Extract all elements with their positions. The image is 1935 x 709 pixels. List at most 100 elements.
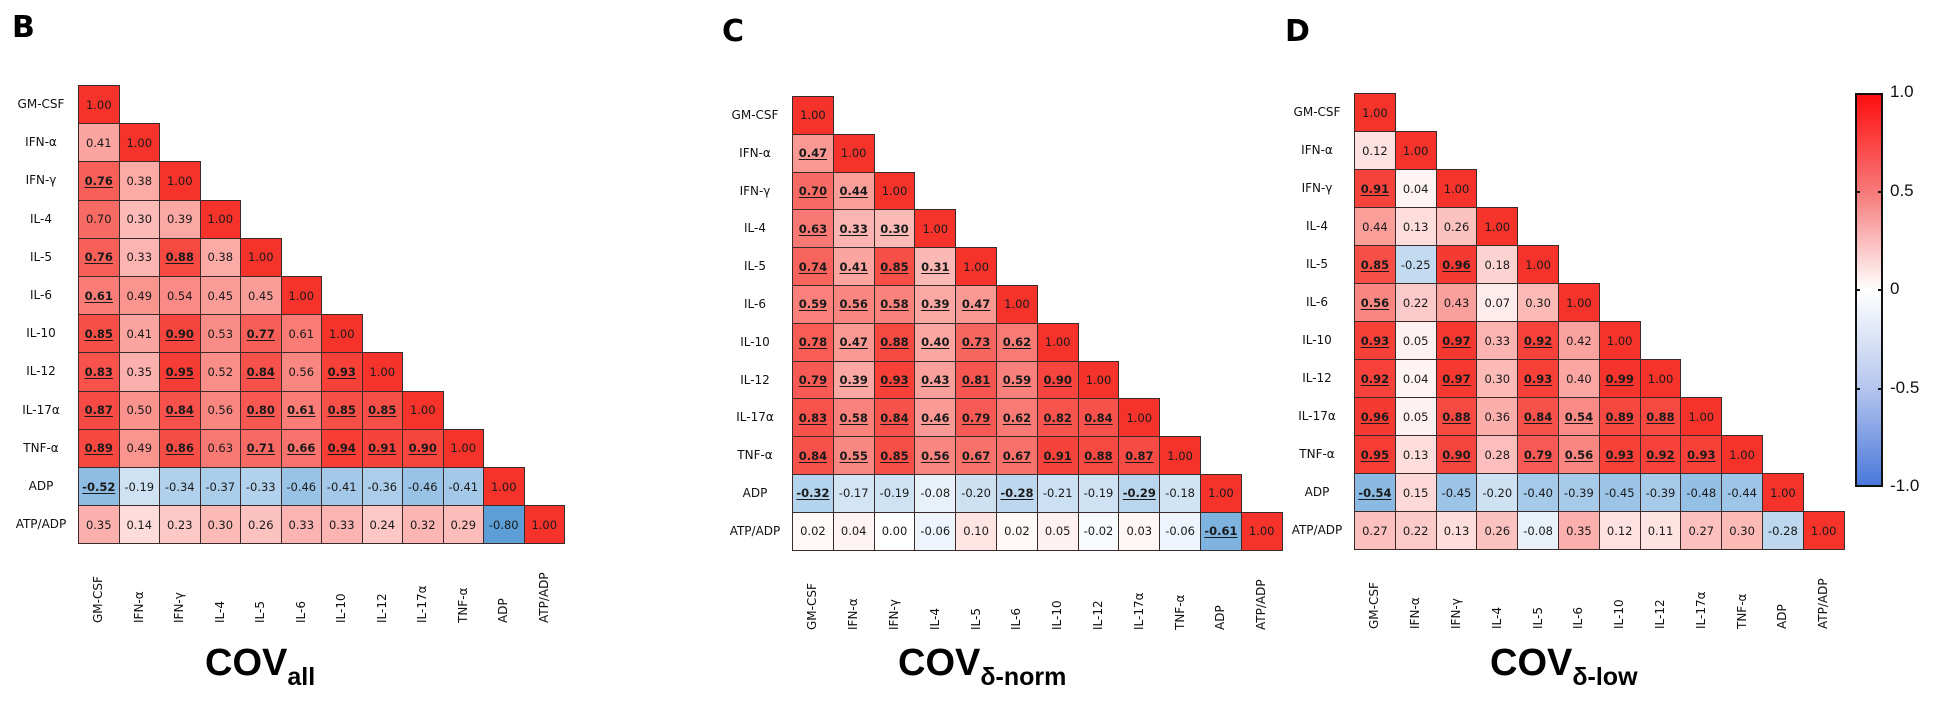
heatmap-cell: 1.00	[1476, 207, 1519, 246]
row-label: TNF-α	[1299, 447, 1335, 461]
heatmap-cell: 0.90	[1435, 435, 1478, 474]
heatmap-cell: 0.67	[955, 436, 997, 475]
heatmap-cell: 0.05	[1394, 321, 1437, 360]
heatmap-cell: 0.61	[78, 276, 120, 316]
heatmap-cell: -0.08	[1517, 511, 1559, 550]
heatmap-cell: 0.95	[1354, 435, 1396, 474]
heatmap-cell: 0.45	[240, 276, 282, 316]
heatmap-cell: 1.00	[1077, 360, 1120, 400]
row-label: IFN-γ	[1301, 181, 1333, 195]
heatmap-cell: 0.15	[1394, 473, 1437, 512]
colorbar-tick	[1878, 387, 1883, 390]
heatmap-cell: 0.13	[1394, 435, 1437, 474]
heatmap-cell: 0.97	[1435, 321, 1478, 360]
heatmap-cell: -0.18	[1159, 474, 1201, 513]
heatmap-cell: 0.84	[792, 436, 834, 475]
heatmap-cell: 1.00	[1394, 131, 1437, 170]
row-label: IL-10	[1302, 333, 1332, 347]
row-label: IFN-γ	[739, 183, 771, 198]
heatmap-cell: 0.91	[361, 428, 403, 468]
heatmap-cell: 0.94	[321, 428, 363, 468]
heatmap-cell: 0.30	[1721, 511, 1763, 550]
heatmap-cell: -0.52	[78, 467, 120, 507]
heatmap-cell: 0.33	[280, 505, 322, 545]
heatmap-cell: 1.00	[873, 171, 916, 211]
row-label: IL-17α	[736, 410, 774, 425]
heatmap-cell: 0.14	[118, 505, 160, 545]
heatmap-cell: 0.04	[1394, 359, 1437, 398]
heatmap-cell: 0.41	[78, 123, 120, 163]
heatmap-cell: 0.76	[78, 161, 120, 201]
heatmap-cell: 0.38	[118, 161, 160, 201]
heatmap-cell: 0.79	[792, 360, 834, 400]
row-label: TNF-α	[737, 448, 773, 463]
row-label: IL-4	[744, 221, 766, 236]
heatmap-cell: 0.58	[873, 285, 916, 324]
heatmap-cell: 0.83	[792, 398, 834, 438]
heatmap-cell: -0.06	[914, 511, 957, 551]
heatmap-cell: 0.05	[1036, 511, 1079, 551]
heatmap-cell: 1.00	[914, 209, 957, 249]
row-label: ATP/ADP	[1291, 523, 1343, 537]
heatmap-cell: 0.30	[1476, 359, 1519, 398]
heatmap-cell: 1.00	[996, 285, 1038, 324]
heatmap-cell: 0.67	[996, 436, 1038, 475]
column-label: IL-10	[1050, 599, 1065, 630]
heatmap-cell: 0.46	[914, 398, 957, 438]
heatmap-cell: 0.58	[832, 398, 875, 438]
heatmap-cell: 0.33	[118, 237, 160, 277]
heatmap-cell: 0.24	[361, 505, 403, 545]
heatmap-cell: -0.46	[402, 467, 444, 507]
heatmap-cell: -0.37	[199, 467, 241, 507]
heatmap-cell: 0.40	[914, 322, 957, 362]
column-label: IFN-γ	[887, 598, 901, 630]
column-label: IL-5	[253, 601, 268, 624]
heatmap-cell: -0.48	[1680, 473, 1723, 512]
column-label: ADP	[496, 598, 511, 624]
row-label: IFN-γ	[25, 173, 57, 188]
heatmap-cell: 0.96	[1354, 397, 1396, 436]
heatmap-cell: 0.71	[240, 428, 282, 468]
heatmap-cell: 0.63	[199, 428, 241, 468]
heatmap-cell: 1.00	[1159, 436, 1201, 475]
heatmap-cell: -0.20	[1476, 473, 1519, 512]
panel-title-main: COV	[1490, 642, 1573, 684]
heatmap-cell: -0.61	[1200, 511, 1242, 551]
panel-letter: B	[12, 10, 35, 45]
panel-title-main: COV	[898, 642, 981, 684]
column-label: IL-4	[212, 601, 227, 624]
column-label: ADP	[1775, 604, 1790, 629]
row-label: ADP	[742, 486, 768, 500]
heatmap-cell: 0.66	[280, 428, 322, 468]
heatmap-cell: 0.07	[1476, 283, 1519, 322]
heatmap-cell: 1.00	[483, 467, 525, 507]
column-label: IL-6	[293, 601, 308, 624]
heatmap-cell: 0.33	[1476, 321, 1519, 360]
heatmap-cell: 0.83	[78, 352, 120, 392]
heatmap-cell: 0.56	[280, 352, 322, 392]
heatmap-cell: 0.32	[402, 505, 444, 545]
heatmap-cell: 1.00	[240, 237, 282, 277]
heatmap-cell: -0.20	[955, 474, 997, 513]
heatmap-cell: 0.26	[1476, 511, 1519, 550]
heatmap-cell: 0.36	[1476, 397, 1519, 436]
heatmap-cell: 0.88	[1435, 397, 1478, 436]
colorbar-tick-label: -1.0	[1890, 476, 1920, 495]
column-label: ATP/ADP	[536, 572, 551, 624]
heatmap-cell: 0.47	[792, 133, 834, 173]
heatmap-cell: -0.19	[1077, 474, 1120, 513]
row-label: IL-12	[740, 372, 770, 387]
heatmap-cell: -0.32	[792, 474, 834, 513]
heatmap-cell: 0.59	[792, 285, 834, 324]
row-label: IL-10	[740, 334, 770, 349]
heatmap-cell: 0.10	[955, 511, 997, 551]
heatmap-cell: 0.81	[955, 360, 997, 400]
heatmap-cell: 0.92	[1354, 359, 1396, 398]
heatmap-cell: 0.33	[321, 505, 363, 545]
heatmap-cell: 0.22	[1394, 511, 1437, 550]
heatmap-cell: 0.26	[240, 505, 282, 545]
column-label: IL-17α	[1131, 592, 1146, 630]
heatmap-cell: 0.89	[1598, 397, 1641, 436]
colorbar-tick	[1855, 289, 1860, 291]
heatmap-cell: 0.86	[159, 428, 201, 468]
